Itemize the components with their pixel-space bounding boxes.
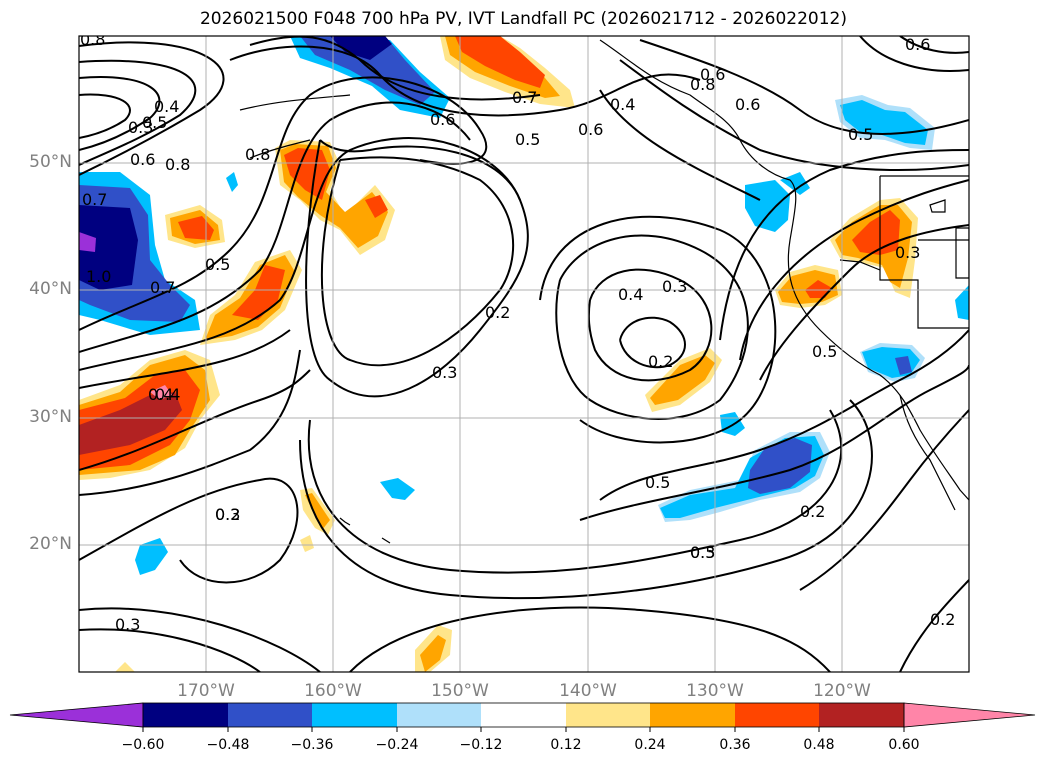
colorbar-extend-left (9, 702, 144, 728)
lon-label-160w: 160°W (304, 681, 362, 701)
colorbar-extend-right (903, 702, 1036, 728)
lon-label-120w: 120°W (813, 681, 871, 701)
lat-label-20n: 20°N (29, 534, 72, 554)
coastlines (239, 39, 969, 544)
contour-label: 0.4 (610, 95, 635, 114)
map-frame (78, 35, 970, 673)
colorbar-bin (481, 703, 566, 727)
contour-label: 0.5 (142, 113, 167, 132)
contour-label: 0.6 (430, 110, 455, 129)
lat-label-30n: 30°N (29, 407, 72, 427)
contour-label: 0.3 (128, 118, 153, 137)
contour-label: 0.3 (215, 505, 240, 524)
contour-label: 0.6 (578, 120, 603, 139)
contour-label: 0.4 (154, 97, 179, 116)
lon-label-140w: 140°W (559, 681, 617, 701)
contour-label: 0.2 (215, 505, 240, 524)
colorbar-tick-label: −0.12 (459, 737, 503, 753)
contour-label: 0.2 (800, 502, 825, 521)
contour-label: 0.7 (512, 88, 537, 107)
colorbar-bin (566, 703, 650, 727)
contour-label: 0.5 (812, 342, 837, 361)
colorbar-tick-label: 0.36 (719, 737, 751, 753)
colorbar-bin (143, 703, 228, 727)
colorbar-tick-label: −0.24 (375, 737, 419, 753)
contour-label: 0.6 (905, 35, 930, 54)
contour-label: 0.2 (485, 303, 510, 322)
contour-label: 0.7 (82, 190, 107, 209)
lat-label-40n: 40°N (29, 279, 72, 299)
colorbar-tick-label: 0.12 (550, 737, 582, 753)
colorbar-bin (397, 703, 481, 727)
colorbar-bin (312, 703, 397, 727)
contour-label: 0.6 (700, 65, 725, 84)
colorbar-bin (819, 703, 904, 727)
contour-label: 0.3 (690, 543, 715, 562)
contour-label: 0.5 (690, 543, 715, 562)
colorbar-tick-label: 0.24 (634, 737, 666, 753)
contour-label: 0.2 (930, 610, 955, 629)
contour-label: 0.6 (130, 150, 155, 169)
lon-label-170w: 170°W (177, 681, 235, 701)
colorbar-bin (650, 703, 735, 727)
map-title: 2026021500 F048 700 hPa PV, IVT Landfall… (199, 9, 847, 29)
contour-label: 0.5 (848, 125, 873, 144)
contour-label: 0.4 (618, 285, 643, 304)
contour-label: 0.4 (148, 385, 173, 404)
contour-label: 0.8 (245, 145, 270, 164)
contour-label: 0.8 (80, 30, 105, 49)
contour-label: 0.5 (515, 130, 540, 149)
contour-label: 0.8 (690, 75, 715, 94)
contour-label: 0.3 (662, 277, 687, 296)
colorbar-tick-label: −0.36 (290, 737, 334, 753)
colorbar-tick-label: 0.60 (888, 737, 920, 753)
colorbar (9, 702, 1036, 732)
gridlines (79, 36, 969, 672)
contour-label: 1.0 (86, 267, 111, 286)
contour-label: 0.7 (150, 278, 175, 297)
contour-label: 0.5 (205, 255, 230, 274)
pv-shading (79, 36, 969, 672)
contour-label: 0.2 (648, 352, 673, 371)
colorbar-bin (228, 703, 312, 727)
colorbar-bin (735, 703, 819, 727)
contour-label: 0.3 (895, 243, 920, 262)
lon-label-150w: 150°W (431, 681, 489, 701)
contour-label: 0.6 (735, 95, 760, 114)
colorbar-tick-label: −0.48 (206, 737, 250, 753)
contour-label: 0.3 (115, 615, 140, 634)
colorbar-tick-label: 0.48 (803, 737, 835, 753)
colorbar-tick-label: −0.60 (121, 737, 165, 753)
lon-label-130w: 130°W (686, 681, 744, 701)
contour-label: 0.3 (432, 363, 457, 382)
contour-label: 0.8 (165, 155, 190, 174)
contour-label: 0.4 (155, 385, 180, 404)
contour-label: 0.5 (645, 473, 670, 492)
pv-contours (79, 36, 969, 672)
lat-label-50n: 50°N (29, 152, 72, 172)
contour-labels: 0.8 0.3 0.5 0.4 0.6 0.8 0.7 0.6 0.5 0.6 … (80, 30, 955, 634)
